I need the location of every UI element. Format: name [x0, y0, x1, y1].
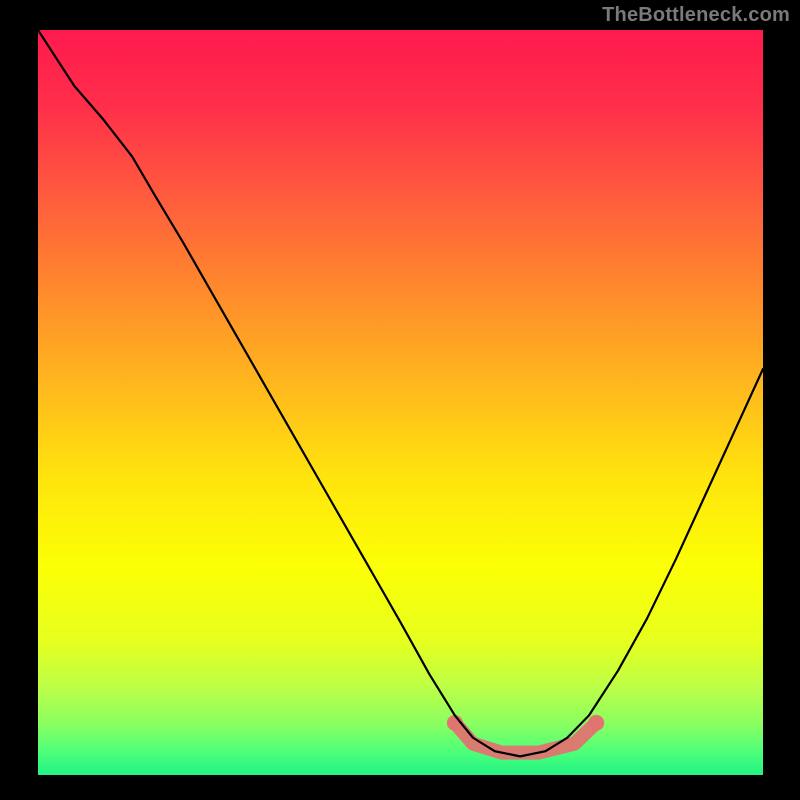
- highlight-dot: [588, 715, 604, 731]
- stage: TheBottleneck.com: [0, 0, 800, 800]
- chart-svg: [0, 0, 800, 800]
- plot-background: [38, 30, 763, 775]
